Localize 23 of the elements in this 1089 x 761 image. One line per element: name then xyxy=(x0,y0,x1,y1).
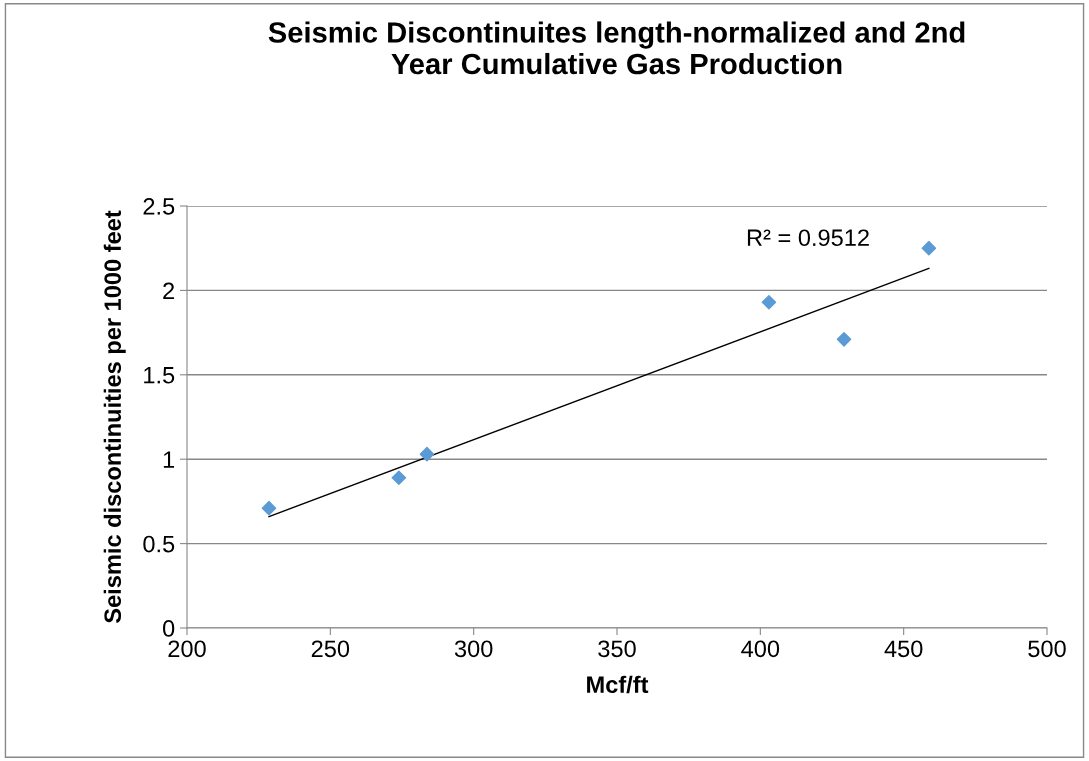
annotation: R² = 0.9512 xyxy=(747,229,869,247)
point xyxy=(761,294,777,310)
y-tick-label: 0 xyxy=(162,620,175,637)
point xyxy=(391,470,407,486)
x-tick-label: 250 xyxy=(311,640,350,658)
x-tick-label: 300 xyxy=(454,640,493,658)
x-tick-label: 400 xyxy=(741,640,780,658)
x-tick-label: 450 xyxy=(884,640,923,658)
x-tick-label: 200 xyxy=(168,640,206,658)
y-tick-label: 0.5 xyxy=(143,535,175,553)
x-tick-label: 350 xyxy=(598,640,636,658)
y-tick-label: 2.5 xyxy=(143,198,175,215)
chart-title: Seismic Discontinuites length-normalized and 2nd Year Cumulative Gas Production xyxy=(268,21,965,75)
x-tick-label: 500 xyxy=(1028,640,1066,658)
point xyxy=(921,240,937,256)
point xyxy=(419,446,435,462)
x-axis-title: Mcf/ft xyxy=(587,675,649,694)
point xyxy=(261,500,277,516)
y-tick-label: 2 xyxy=(163,282,175,299)
y-tick-label: 1.5 xyxy=(144,367,175,384)
y-axis-title: Seismic discontinuities per 1000 feet xyxy=(103,210,126,623)
point xyxy=(836,332,852,347)
y-tick-label: 1 xyxy=(163,451,175,468)
